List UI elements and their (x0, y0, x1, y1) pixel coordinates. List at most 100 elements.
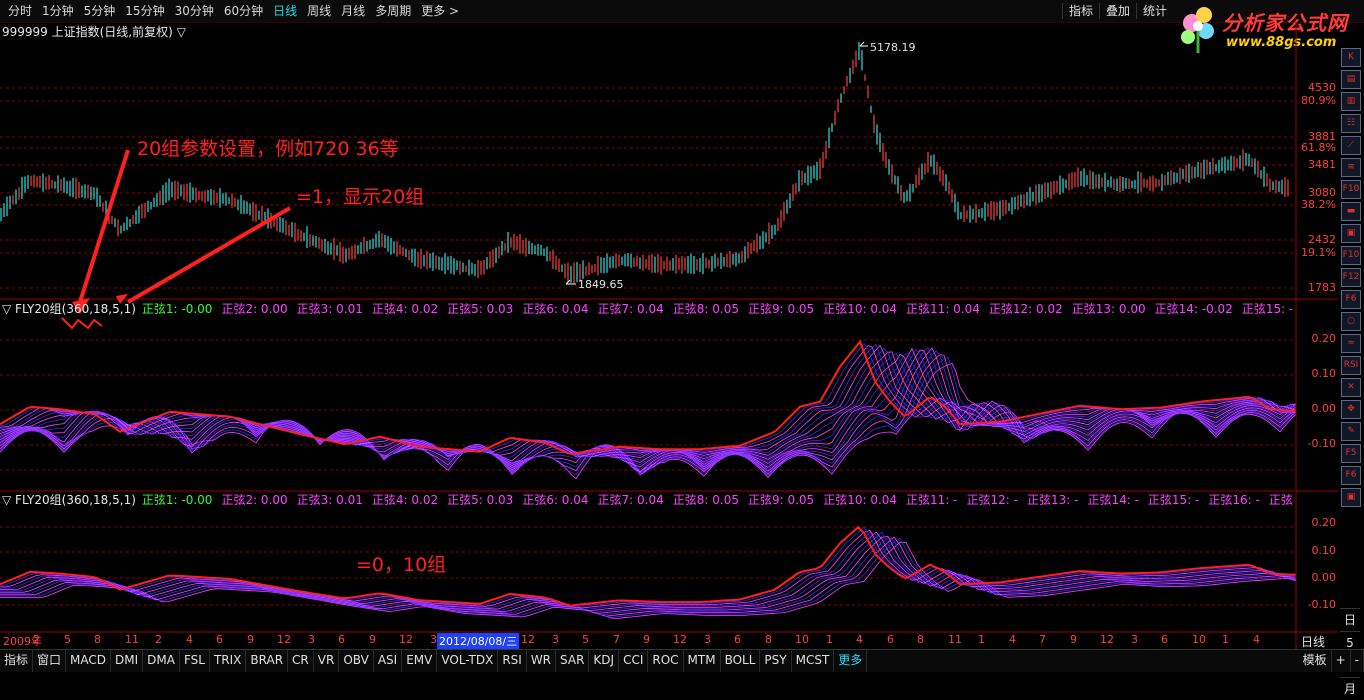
template-button[interactable]: + (1332, 650, 1351, 672)
high-marker (859, 41, 868, 47)
sidebar-tool-icon[interactable]: F10 (1341, 180, 1361, 199)
sidebar-period-button[interactable]: 日 (1340, 608, 1360, 631)
arrow-head (72, 298, 90, 314)
indicator-value: 正弦6: 0.04 (522, 493, 589, 507)
date-axis-label: 6 (1161, 633, 1168, 646)
indicator-tab[interactable]: OBV (339, 650, 374, 672)
date-axis: 2009年25811246912369123691235791236810146… (0, 633, 1297, 649)
sidebar-tool-icon[interactable]: ⟋ (1341, 136, 1361, 155)
indicator-value: 正弦9: 0.05 (747, 302, 815, 316)
indicator-1-axis: 0.20 0.10 0.00 -0.10 (1296, 300, 1338, 490)
price-axis-label: 38.2% (1301, 198, 1336, 211)
period-tab[interactable]: 月线 (341, 4, 366, 18)
sidebar-tool-icon[interactable]: ▤ (1341, 70, 1361, 89)
date-axis-label: 8 (94, 633, 101, 646)
indicator-tab[interactable]: MCST (792, 650, 835, 672)
indicator-tab[interactable]: BOLL (721, 650, 761, 672)
indicator-tab[interactable]: MACD (66, 650, 112, 672)
price-axis: 4530 80.9% 3881 61.8% 3481 3080 38.2% 2432 19.1%… (1296, 22, 1338, 297)
indicator-tab[interactable]: RSI (498, 650, 527, 672)
indicator-axis-label: 0.00 (1311, 571, 1337, 584)
indicator-1-title: ▽ FLY20组(360,18,5,1) 正弦1: -0.00 正弦2: 0.00 正… (2, 302, 1292, 316)
indicator-value: 正弦7: 0.04 (597, 302, 664, 316)
indicator-tab[interactable]: MTM (684, 650, 721, 672)
sidebar-tool-icon[interactable]: F12 (1341, 268, 1361, 287)
indicator-tab[interactable]: VR (314, 650, 340, 672)
sidebar-tool-icon[interactable]: ▬ (1341, 202, 1361, 221)
sidebar-tool-icon[interactable]: RSI (1341, 356, 1361, 375)
sidebar-tool-icon[interactable]: ○ (1341, 312, 1361, 331)
sidebar-tool-icon[interactable]: ✕ (1341, 378, 1361, 397)
indicator-value: 正弦1: -0.00 (141, 302, 213, 316)
indicator-value: 正弦3: 0.01 (296, 302, 363, 316)
indicator-tab[interactable]: 指标 (0, 650, 34, 672)
indicator-axis-label: 0.20 (1311, 516, 1337, 529)
period-tab[interactable]: 5分钟 (83, 4, 116, 18)
template-button[interactable]: - (1351, 650, 1364, 672)
sidebar-tool-icon[interactable]: ≡ (1341, 158, 1361, 177)
indicator-tab[interactable]: FSL (180, 650, 210, 672)
indicator-tab[interactable]: EMV (402, 650, 438, 672)
indicator-tab[interactable]: WR (527, 650, 557, 672)
indicator-tab[interactable]: ROC (648, 650, 684, 672)
date-axis-label: 11 (125, 633, 139, 646)
period-tab[interactable]: 分时 (8, 4, 33, 18)
toolbar-right-buttons: 指标 叠加 统计 (1062, 3, 1173, 19)
indicator-value: 正弦7: 0.04 (597, 493, 664, 507)
sidebar-tool-icon[interactable]: ☷ (1341, 114, 1361, 133)
indicator-tabs: 指标 窗口 MACD DMI DMA FSL TRIX BRAR CR VR OBV ASI EMV VO… (0, 649, 1364, 672)
chart-area[interactable] (0, 22, 1338, 649)
template-button[interactable]: 模板 (1299, 650, 1332, 672)
toolbar-button[interactable]: 统计 (1136, 3, 1173, 19)
date-axis-label: 2009年 (3, 635, 42, 648)
indicator-tab[interactable]: DMA (143, 650, 180, 672)
indicator-value: 正弦14: -0.02 (1154, 302, 1233, 316)
sidebar-tool-icon[interactable]: ✎ (1341, 422, 1361, 441)
indicator-tab[interactable]: 窗口 (33, 650, 67, 672)
indicator-tab[interactable]: CR (288, 650, 314, 672)
sidebar-tool-icon[interactable]: F6 (1341, 290, 1361, 309)
indicator-tab[interactable]: VOL-TDX (437, 650, 499, 672)
sidebar-tool-icon[interactable]: ✥ (1341, 400, 1361, 419)
top-toolbar (0, 0, 1364, 23)
period-tab[interactable]: 更多 > (421, 4, 460, 18)
date-axis-label: 2 (33, 633, 40, 646)
period-tab[interactable]: 1分钟 (42, 4, 74, 18)
sine-line (0, 356, 1297, 477)
date-axis-label: 4 (1009, 633, 1016, 646)
sidebar-tool-icon[interactable]: ≈ (1341, 334, 1361, 353)
indicator-tab[interactable]: SAR (556, 650, 590, 672)
sidebar-tool-icon[interactable]: ▣ (1341, 224, 1361, 243)
indicator-tab[interactable]: PSY (760, 650, 792, 672)
indicator-tab[interactable]: KDJ (589, 650, 620, 672)
indicator-1-lines (0, 339, 1297, 480)
period-tab[interactable]: 日线 (273, 4, 298, 18)
indicator-tab[interactable]: TRIX (210, 650, 247, 672)
sidebar-tool-icon[interactable]: ▣ (1341, 488, 1361, 507)
indicator-axis-label: 0.10 (1311, 544, 1337, 557)
sidebar-tool-icon[interactable]: F6 (1341, 466, 1361, 485)
indicator-name[interactable]: ▽ FLY20组(360,18,5,1) (2, 493, 136, 507)
sidebar-tool-icon[interactable]: K (1341, 48, 1361, 67)
date-axis-label: 8 (765, 633, 772, 646)
indicator-value: 正弦14: - (1087, 493, 1139, 507)
indicator-tab[interactable]: ASI (374, 650, 403, 672)
sidebar-tool-icon[interactable]: F10 (1341, 246, 1361, 265)
indicator-name[interactable]: ▽ FLY20组(360,18,5,1) (2, 302, 136, 316)
indicator-tab[interactable]: 更多 (834, 650, 868, 672)
indicator-tab[interactable]: DMI (111, 650, 144, 672)
period-tab[interactable]: 30分钟 (174, 4, 214, 18)
indicator-tab[interactable]: CCI (619, 650, 649, 672)
toolbar-button[interactable]: 指标 (1062, 3, 1099, 19)
sidebar-period-button[interactable]: 月 (1340, 677, 1360, 700)
period-tab[interactable]: 15分钟 (125, 4, 165, 18)
toolbar-button[interactable]: 叠加 (1099, 3, 1136, 19)
sidebar-tool-icon[interactable]: F5 (1341, 444, 1361, 463)
indicator-value: 正弦8: 0.05 (672, 302, 739, 316)
period-tab[interactable]: 周线 (307, 4, 332, 18)
period-tab[interactable]: 60分钟 (223, 4, 264, 18)
indicator-tab[interactable]: BRAR (246, 650, 289, 672)
sidebar-tool-icon[interactable]: ▥ (1341, 92, 1361, 111)
period-tab[interactable]: 多周期 (375, 4, 412, 18)
sidebar-period-button[interactable]: 5 (1340, 631, 1360, 654)
